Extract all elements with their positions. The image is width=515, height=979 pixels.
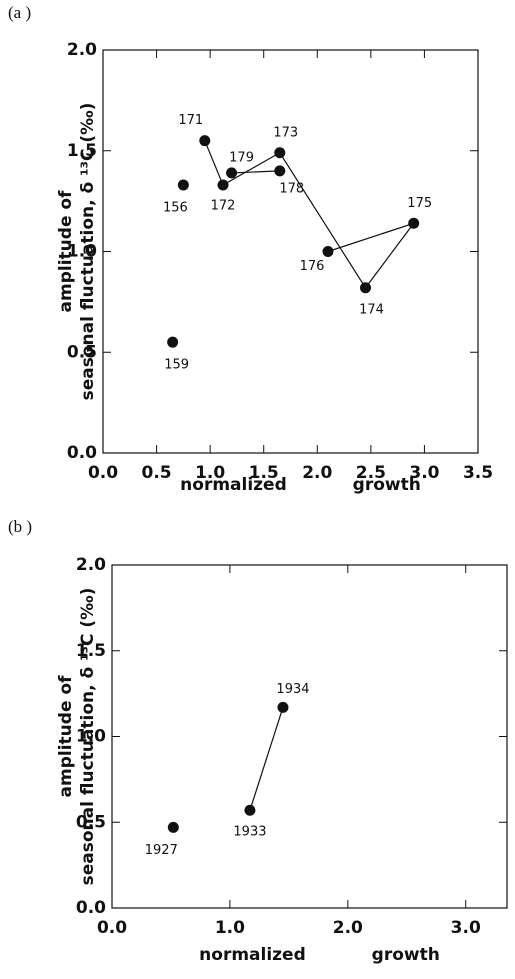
x-tick-label: 3.0 <box>409 463 439 483</box>
x-tick-label: 0.5 <box>142 463 172 483</box>
y-tick-label: 2.0 <box>76 555 106 575</box>
y-tick-label: 0.0 <box>76 898 106 918</box>
y-tick-label: 1.0 <box>67 242 97 262</box>
data-point <box>199 135 211 147</box>
x-tick-label: 2.0 <box>302 463 332 483</box>
data-point <box>360 282 371 294</box>
connecting-line <box>249 707 284 811</box>
point-label: 179 <box>229 150 254 165</box>
x-tick-label: 3.5 <box>463 463 493 483</box>
data-point <box>167 336 179 348</box>
y-tick-label: 0.0 <box>67 443 97 463</box>
point-label: 1927 <box>145 843 178 858</box>
x-tick-label: 0.0 <box>88 463 118 483</box>
point-label: 174 <box>359 302 384 317</box>
data-point <box>217 179 229 191</box>
x-axis-label: normalized growth <box>180 475 421 495</box>
y-axis-label: seasonal fluctuation, δ ¹³C (‰) <box>78 588 98 886</box>
connecting-line <box>204 140 416 289</box>
x-tick-label: 1.5 <box>249 463 279 483</box>
x-axis-label: normalized growth <box>199 945 440 965</box>
point-label: 1933 <box>233 825 266 840</box>
point-label: 172 <box>211 199 236 214</box>
point-label: 175 <box>407 196 432 211</box>
panel-label: (b ) <box>8 517 32 536</box>
data-point <box>277 701 289 713</box>
data-point <box>177 179 189 191</box>
y-axis-label: amplitude of <box>56 190 76 313</box>
y-axis-label: seasonal fluctuation, δ ¹³C (‰) <box>78 103 98 401</box>
x-tick-label: 2.0 <box>333 918 363 938</box>
point-label: 178 <box>279 181 304 196</box>
plot-frame <box>102 49 479 454</box>
y-tick-label: 2.0 <box>67 40 97 60</box>
point-label: 173 <box>273 125 298 140</box>
point-label: 176 <box>300 259 325 274</box>
point-label: 159 <box>164 358 189 373</box>
connecting-line <box>231 170 280 174</box>
panel-label: (a ) <box>8 3 31 22</box>
x-tick-label: 1.0 <box>215 918 245 938</box>
y-axis-label: amplitude of <box>56 675 76 798</box>
x-tick-label: 3.0 <box>451 918 481 938</box>
point-label: 1934 <box>276 682 309 697</box>
data-point <box>244 804 256 816</box>
data-point <box>274 165 286 177</box>
data-point <box>322 246 334 257</box>
y-tick-label: 0.5 <box>76 812 106 832</box>
y-tick-label: 0.5 <box>67 342 97 362</box>
data-point <box>167 821 179 833</box>
x-tick-label: 1.0 <box>195 463 225 483</box>
y-tick-label: 1.5 <box>67 141 97 161</box>
data-point <box>408 217 420 229</box>
data-point <box>274 147 286 159</box>
point-label: 171 <box>178 113 203 128</box>
y-tick-label: 1.5 <box>76 641 106 661</box>
point-label: 156 <box>163 201 188 216</box>
data-point <box>226 167 238 179</box>
x-tick-label: 0.0 <box>97 918 127 938</box>
x-tick-label: 2.5 <box>356 463 386 483</box>
y-tick-label: 1.0 <box>76 727 106 747</box>
